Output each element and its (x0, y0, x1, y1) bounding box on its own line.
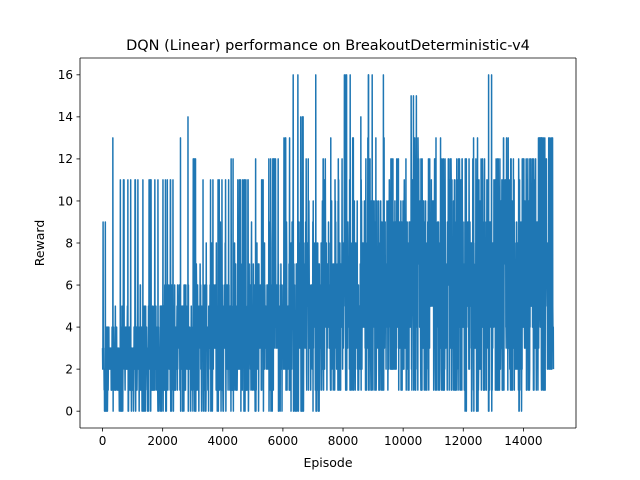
y-tick-label: 12 (58, 152, 73, 166)
series-layer (101, 74, 555, 412)
y-tick-label: 4 (65, 320, 73, 334)
x-tick-label: 4000 (208, 434, 239, 448)
y-tick-label: 16 (58, 68, 73, 82)
y-axis-ticks: 0 2 4 6 8 10 12 14 16 (58, 68, 80, 418)
y-tick-label: 6 (65, 278, 73, 292)
y-tick-label: 2 (65, 362, 73, 376)
x-tick-label: 6000 (268, 434, 299, 448)
y-axis-label: Reward (32, 220, 47, 267)
y-tick-label: 10 (58, 194, 73, 208)
reward-series-line (101, 74, 555, 412)
x-tick-label: 8000 (328, 434, 359, 448)
x-tick-label: 12000 (444, 434, 482, 448)
x-tick-label: 14000 (504, 434, 542, 448)
chart-title: DQN (Linear) performance on BreakoutDete… (126, 38, 530, 54)
x-tick-label: 10000 (384, 434, 422, 448)
x-axis-ticks: 0 2000 4000 6000 8000 10000 12000 14000 (99, 428, 542, 448)
x-axis-label: Episode (303, 455, 352, 470)
y-tick-label: 8 (65, 236, 73, 250)
y-tick-label: 0 (65, 404, 73, 418)
x-tick-label: 2000 (147, 434, 178, 448)
x-tick-label: 0 (99, 434, 107, 448)
y-tick-label: 14 (58, 110, 73, 124)
